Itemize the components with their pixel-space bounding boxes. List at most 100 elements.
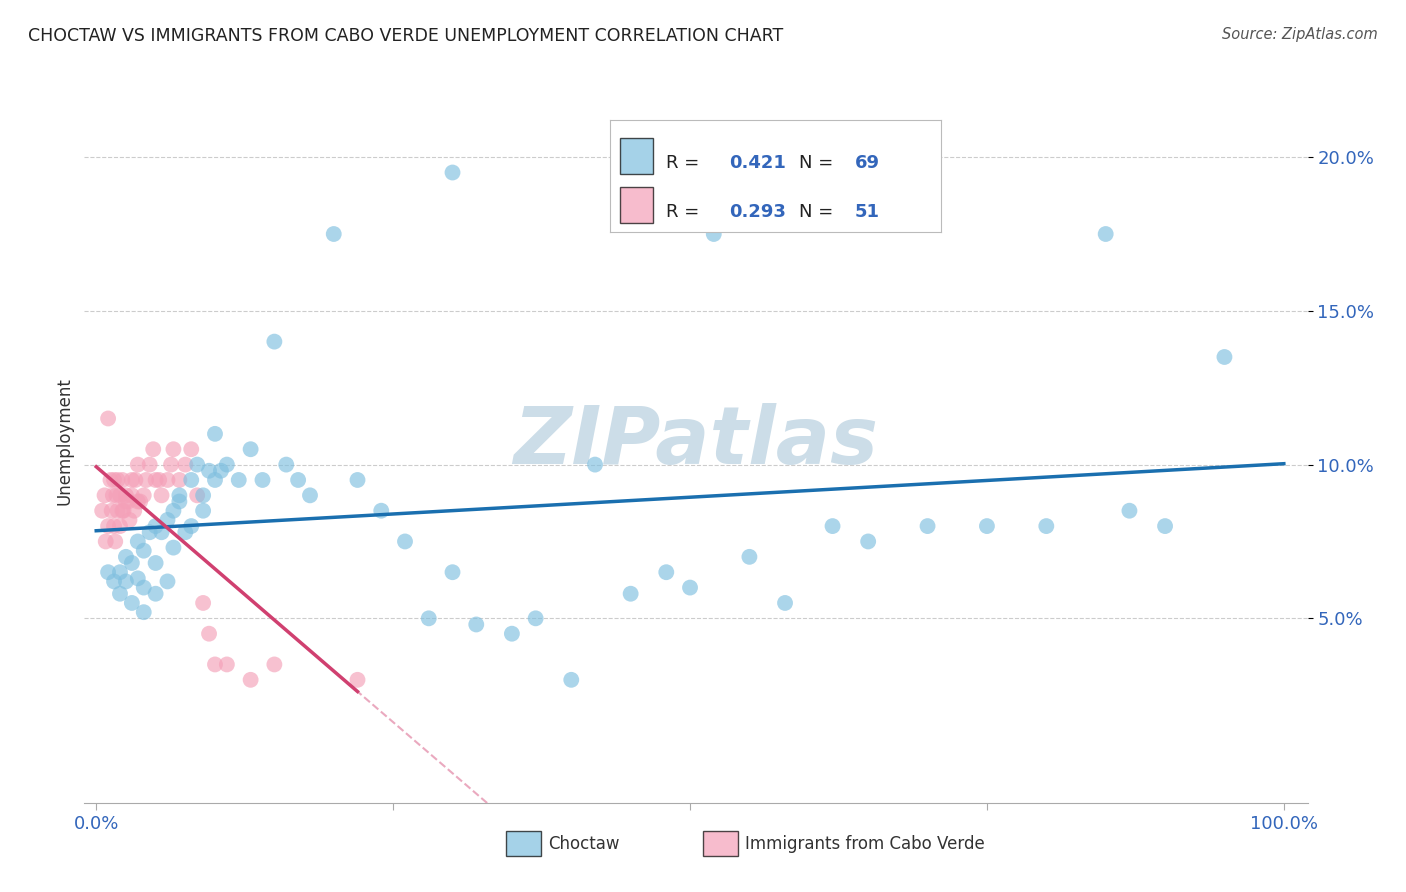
- Point: [108, 519, 131, 533]
- Point: [132, 605, 155, 619]
- Point: [583, 458, 606, 472]
- Y-axis label: Unemployment: Unemployment: [55, 377, 73, 506]
- Point: [418, 611, 440, 625]
- Point: [97, 565, 120, 579]
- Point: [156, 473, 179, 487]
- Point: [1035, 519, 1057, 533]
- Point: [107, 473, 129, 487]
- Point: [560, 673, 582, 687]
- Point: [180, 473, 202, 487]
- Point: [204, 473, 226, 487]
- Point: [111, 473, 134, 487]
- Point: [124, 473, 146, 487]
- Point: [135, 473, 157, 487]
- Point: [121, 488, 143, 502]
- Point: [121, 596, 143, 610]
- Point: [162, 442, 184, 457]
- Point: [142, 442, 165, 457]
- Point: [263, 657, 285, 672]
- Point: [322, 227, 344, 241]
- Point: [198, 464, 221, 478]
- Point: [121, 473, 143, 487]
- Point: [204, 426, 226, 441]
- Point: [156, 574, 179, 589]
- Point: [127, 534, 149, 549]
- Point: [655, 565, 678, 579]
- Point: [122, 504, 145, 518]
- Point: [108, 488, 131, 502]
- Point: [145, 587, 167, 601]
- Point: [209, 464, 232, 478]
- Point: [186, 488, 208, 502]
- Point: [738, 549, 761, 564]
- Point: [679, 581, 702, 595]
- Point: [100, 473, 122, 487]
- Point: [108, 587, 131, 601]
- Point: [150, 488, 173, 502]
- Point: [917, 519, 939, 533]
- Point: [441, 565, 464, 579]
- Point: [115, 549, 138, 564]
- Point: [104, 534, 127, 549]
- Point: [346, 473, 368, 487]
- Point: [118, 513, 141, 527]
- Point: [174, 525, 197, 540]
- Point: [287, 473, 309, 487]
- Point: [150, 525, 173, 540]
- Point: [186, 458, 208, 472]
- Point: [103, 574, 125, 589]
- Text: Source: ZipAtlas.com: Source: ZipAtlas.com: [1222, 27, 1378, 42]
- Point: [180, 519, 202, 533]
- Point: [169, 494, 191, 508]
- Point: [117, 494, 139, 508]
- Point: [105, 488, 128, 502]
- Point: [112, 504, 135, 518]
- Point: [191, 596, 214, 610]
- Point: [252, 473, 274, 487]
- Point: [821, 519, 844, 533]
- Point: [115, 488, 138, 502]
- Point: [94, 534, 117, 549]
- Point: [145, 473, 167, 487]
- Point: [115, 574, 138, 589]
- Point: [465, 617, 488, 632]
- Point: [1213, 350, 1236, 364]
- Point: [111, 504, 134, 518]
- Point: [148, 473, 170, 487]
- Point: [198, 626, 221, 640]
- Point: [108, 565, 131, 579]
- Point: [132, 488, 155, 502]
- Point: [132, 543, 155, 558]
- Point: [93, 488, 115, 502]
- Point: [160, 458, 183, 472]
- Point: [169, 488, 191, 502]
- Text: Choctaw: Choctaw: [548, 835, 620, 853]
- Text: CHOCTAW VS IMMIGRANTS FROM CABO VERDE UNEMPLOYMENT CORRELATION CHART: CHOCTAW VS IMMIGRANTS FROM CABO VERDE UN…: [28, 27, 783, 45]
- Point: [524, 611, 547, 625]
- Point: [1118, 504, 1140, 518]
- Point: [127, 494, 149, 508]
- Text: ZIPatlas: ZIPatlas: [513, 402, 879, 481]
- Point: [107, 504, 129, 518]
- Point: [856, 534, 879, 549]
- Point: [239, 673, 262, 687]
- Point: [97, 519, 120, 533]
- Point: [191, 488, 214, 502]
- Point: [156, 513, 179, 527]
- Point: [103, 519, 125, 533]
- Point: [703, 227, 725, 241]
- Point: [239, 442, 262, 457]
- Point: [191, 504, 214, 518]
- Point: [162, 504, 184, 518]
- Point: [501, 626, 523, 640]
- Point: [263, 334, 285, 349]
- Point: [180, 442, 202, 457]
- Point: [441, 165, 464, 179]
- Point: [132, 581, 155, 595]
- Point: [346, 673, 368, 687]
- Point: [620, 587, 643, 601]
- Text: Immigrants from Cabo Verde: Immigrants from Cabo Verde: [745, 835, 986, 853]
- Point: [138, 525, 160, 540]
- Point: [97, 411, 120, 425]
- Point: [174, 458, 197, 472]
